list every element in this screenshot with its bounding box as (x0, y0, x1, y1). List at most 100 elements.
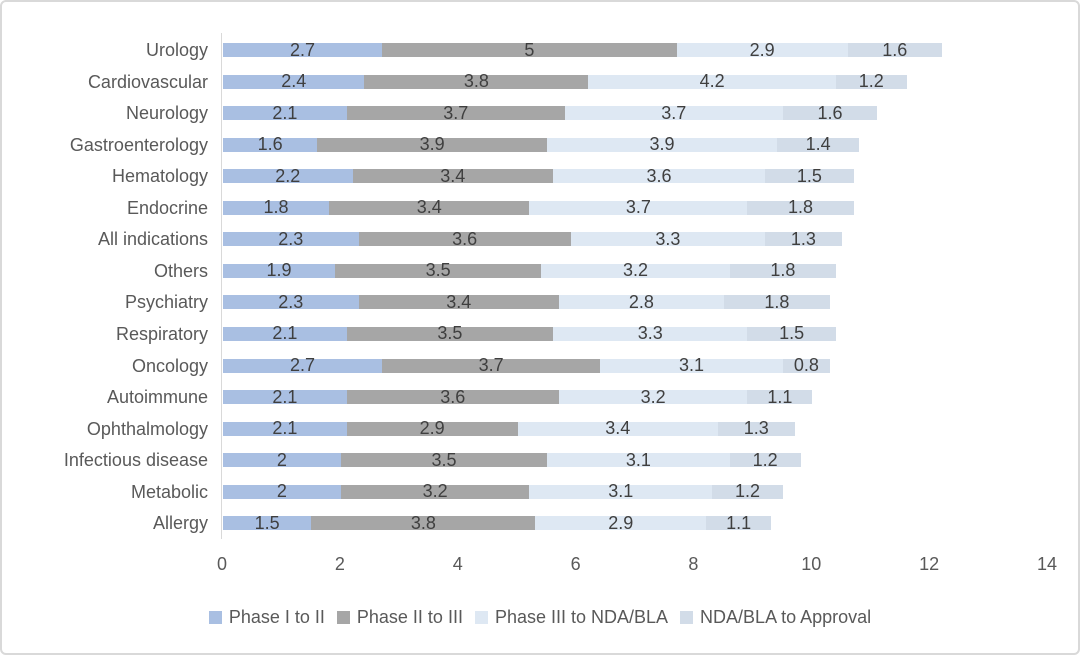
category-label: Respiratory (115, 323, 208, 344)
legend: Phase I to II Phase II to III Phase III … (2, 607, 1078, 628)
category-label: Hematology (111, 166, 208, 187)
bar-segment: 3.6 (553, 166, 766, 186)
bar-segment: 3.5 (340, 450, 548, 470)
bar-segment: 3.5 (334, 260, 542, 280)
x-axis-tick-label: 2 (334, 554, 345, 574)
bar-segment: 2.3 (223, 292, 359, 312)
bar-segment: 2.1 (223, 418, 347, 438)
bar-segment: 2.4 (223, 71, 365, 91)
bar-segment: 3.7 (346, 103, 565, 123)
bar-segment: 3.3 (570, 229, 766, 249)
category-label: All indications (97, 229, 208, 250)
x-axis-tick-label: 14 (1037, 554, 1058, 574)
bar-segment: 3.1 (529, 481, 713, 501)
legend-label: Phase II to III (356, 607, 463, 627)
category-label: Oncology (131, 355, 208, 376)
bar-segment: 1.5 (223, 513, 312, 533)
bar-segment: 3.9 (317, 134, 548, 154)
bar-segment: 3.6 (358, 229, 571, 249)
legend-swatch-nda-bla-to-approval (680, 611, 694, 624)
bar-segment: 3.2 (541, 260, 730, 280)
legend-swatch-phase-2-to-3 (336, 611, 350, 624)
category-label: Cardiovascular (87, 71, 208, 92)
bar-segment: 1.6 (782, 103, 878, 123)
bar-segment: 1.2 (729, 450, 801, 470)
bar-segment: 2 (223, 450, 341, 470)
bar-segment: 3.6 (346, 387, 559, 407)
bar-segment: 3.8 (364, 71, 589, 91)
x-axis-tick-label: 6 (570, 554, 581, 574)
bar-segment: 1.8 (223, 197, 330, 217)
bar-segment: 2.1 (223, 387, 347, 407)
bar-segment: 3.1 (547, 450, 730, 470)
bar-segment: 3.5 (346, 323, 553, 343)
bar-segment: 2 (223, 481, 341, 501)
bar-segment: 3.4 (352, 166, 553, 186)
bar-segment: 1.6 (847, 40, 942, 60)
bar-segment: 3.4 (517, 418, 718, 438)
bar-segment: 2.7 (223, 40, 383, 60)
bar-segment: 2.3 (223, 229, 359, 249)
bar-segment: 3.4 (358, 292, 559, 312)
x-axis-tick-label: 12 (919, 554, 940, 574)
bar-segment: 4.2 (588, 71, 836, 91)
bar-segment: 3.8 (311, 513, 536, 533)
bar-segment: 1.1 (747, 387, 813, 407)
bar-segment: 2.9 (535, 513, 707, 533)
bar-segment: 2.1 (223, 323, 347, 343)
bar-segment: 3.7 (564, 103, 783, 123)
category-label: Gastroenterology (69, 134, 208, 155)
category-label: Autoimmune (106, 387, 208, 408)
y-axis-line (221, 33, 222, 539)
bar-segment: 2.9 (346, 418, 518, 438)
bar-segment: 3.7 (529, 197, 748, 217)
x-axis-tick-label: 4 (452, 554, 463, 574)
bar-segment: 1.3 (765, 229, 842, 249)
bar-segment: 1.4 (776, 134, 860, 154)
bar-segment: 3.3 (553, 323, 748, 343)
category-label: Others (153, 260, 208, 281)
bar-segment: 3.1 (600, 355, 783, 375)
bar-segment: 1.5 (747, 323, 836, 343)
category-label: Metabolic (130, 481, 208, 502)
bar-segment: 1.2 (712, 481, 783, 501)
bar-segment: 3.7 (382, 355, 601, 375)
bar-segment: 3.2 (558, 387, 748, 407)
legend-item-phase-1-to-2: Phase I to II (208, 607, 325, 628)
category-label: Urology (145, 40, 208, 60)
legend-item-phase-2-to-3: Phase II to III (336, 607, 463, 628)
bar-segment: 2.8 (558, 292, 724, 312)
legend-swatch-phase-1-to-2 (208, 611, 222, 624)
category-label: Neurology (125, 103, 208, 124)
legend-label: Phase III to NDA/BLA (494, 607, 669, 627)
category-label: Psychiatry (124, 292, 208, 313)
bar-segment: 1.6 (223, 134, 318, 154)
bar-segment: 1.8 (729, 260, 836, 280)
bar-segment: 3.2 (340, 481, 530, 501)
bar-segment: 1.9 (223, 260, 335, 280)
x-axis-tick-label: 10 (801, 554, 822, 574)
legend-label: Phase I to II (228, 607, 325, 627)
bar-segment: 2.9 (676, 40, 848, 60)
legend-item-nda-bla-to-approval: NDA/BLA to Approval (680, 607, 871, 628)
bar-segment: 3.4 (329, 197, 530, 217)
bar-segment: 1.3 (718, 418, 795, 438)
category-label: Infectious disease (63, 450, 208, 471)
legend-swatch-phase-3-to-nda-bla (474, 611, 488, 624)
category-label: Allergy (152, 513, 208, 534)
category-label: Ophthalmology (86, 418, 208, 439)
bar-segment: 2.1 (223, 103, 347, 123)
legend-label: NDA/BLA to Approval (700, 607, 872, 627)
bar-segment: 3.9 (547, 134, 777, 154)
bar-segment: 2.2 (223, 166, 353, 186)
x-axis-tick-label: 8 (688, 554, 699, 574)
bar-segment: 1.8 (723, 292, 830, 312)
bar-segment: 5 (382, 40, 677, 60)
bar-segment: 1.2 (835, 71, 907, 91)
bar-segment: 1.1 (706, 513, 772, 533)
bar-segment: 0.8 (782, 355, 830, 375)
bar-segment: 1.5 (765, 166, 854, 186)
legend-item-phase-3-to-nda-bla: Phase III to NDA/BLA (474, 607, 669, 628)
